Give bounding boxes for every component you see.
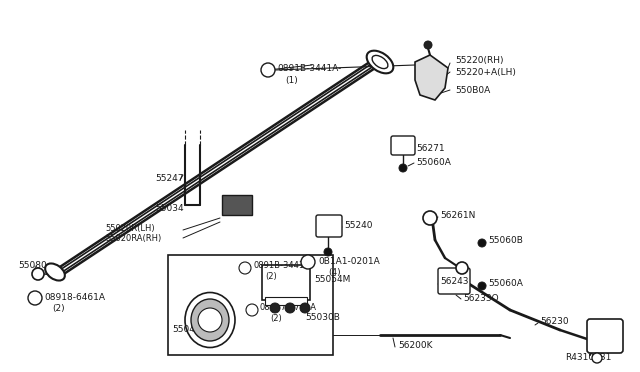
Text: 56230: 56230 xyxy=(540,317,568,327)
Text: 55240: 55240 xyxy=(344,221,372,230)
Text: 55020R(LH): 55020R(LH) xyxy=(105,224,155,232)
Circle shape xyxy=(399,164,407,172)
Text: 0891B-3441A: 0891B-3441A xyxy=(253,260,310,269)
Circle shape xyxy=(285,303,295,313)
Circle shape xyxy=(300,303,310,313)
Bar xyxy=(168,255,333,355)
Circle shape xyxy=(324,248,332,256)
Text: 55040C: 55040C xyxy=(172,326,207,334)
FancyBboxPatch shape xyxy=(587,319,623,353)
Text: 55030B: 55030B xyxy=(305,314,340,323)
Ellipse shape xyxy=(191,299,229,341)
Text: 55060B: 55060B xyxy=(488,235,523,244)
Text: 55020RA(RH): 55020RA(RH) xyxy=(105,234,161,243)
Circle shape xyxy=(246,304,258,316)
Bar xyxy=(262,265,310,300)
Text: (4): (4) xyxy=(328,267,340,276)
Circle shape xyxy=(32,268,44,280)
Circle shape xyxy=(592,353,602,363)
Text: 55080: 55080 xyxy=(18,260,47,269)
Text: (2): (2) xyxy=(270,314,282,323)
Ellipse shape xyxy=(372,55,388,68)
Circle shape xyxy=(423,211,437,225)
Text: 56243: 56243 xyxy=(440,278,468,286)
Ellipse shape xyxy=(185,292,235,347)
Text: 56200K: 56200K xyxy=(398,340,433,350)
Circle shape xyxy=(270,303,280,313)
FancyBboxPatch shape xyxy=(391,136,415,155)
Circle shape xyxy=(456,262,468,274)
Text: B: B xyxy=(251,308,255,312)
Text: N: N xyxy=(33,295,38,301)
Text: 55060A: 55060A xyxy=(488,279,523,288)
Ellipse shape xyxy=(367,51,394,73)
Text: 55220(RH): 55220(RH) xyxy=(455,55,504,64)
Text: 55247: 55247 xyxy=(155,173,184,183)
Text: 56233Q: 56233Q xyxy=(463,294,499,302)
Bar xyxy=(265,297,307,305)
FancyBboxPatch shape xyxy=(316,215,342,237)
FancyBboxPatch shape xyxy=(438,268,470,294)
Text: 08918-6461A: 08918-6461A xyxy=(44,294,105,302)
Text: 550B0A: 550B0A xyxy=(455,86,490,94)
Circle shape xyxy=(301,255,315,269)
Polygon shape xyxy=(415,55,448,100)
Text: 55060A: 55060A xyxy=(416,157,451,167)
Text: N: N xyxy=(244,266,248,270)
Text: 56261N: 56261N xyxy=(440,211,476,219)
Circle shape xyxy=(28,291,42,305)
Text: 080B7-4701A: 080B7-4701A xyxy=(260,304,317,312)
Ellipse shape xyxy=(45,263,65,280)
Circle shape xyxy=(198,308,222,332)
Text: 55220+A(LH): 55220+A(LH) xyxy=(455,67,516,77)
Text: N: N xyxy=(307,259,312,265)
Circle shape xyxy=(424,41,432,49)
Text: (2): (2) xyxy=(52,304,65,312)
Text: 0B1A1-0201A: 0B1A1-0201A xyxy=(318,257,380,266)
Text: 55054M: 55054M xyxy=(314,276,350,285)
Text: 0891B-3441A-: 0891B-3441A- xyxy=(277,64,341,73)
Text: 55034: 55034 xyxy=(155,203,184,212)
Circle shape xyxy=(478,239,486,247)
Circle shape xyxy=(261,63,275,77)
Text: N: N xyxy=(266,67,271,73)
Circle shape xyxy=(239,262,251,274)
Text: (1): (1) xyxy=(285,76,298,84)
Text: (2): (2) xyxy=(265,272,276,280)
Text: R4310031: R4310031 xyxy=(566,353,612,362)
Bar xyxy=(222,195,252,215)
Circle shape xyxy=(478,282,486,290)
Text: 56271: 56271 xyxy=(416,144,445,153)
